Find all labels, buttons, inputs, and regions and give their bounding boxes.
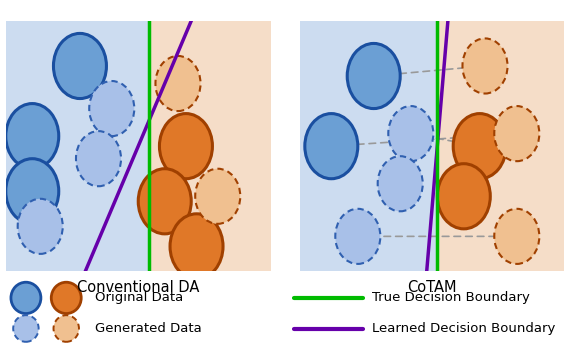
Ellipse shape — [378, 156, 423, 211]
Text: True Decision Boundary: True Decision Boundary — [372, 291, 529, 304]
Ellipse shape — [463, 38, 507, 94]
Ellipse shape — [156, 56, 200, 111]
Text: Learned Decision Boundary: Learned Decision Boundary — [372, 322, 555, 335]
Text: Original Data: Original Data — [95, 291, 183, 304]
Bar — [6, 21, 149, 271]
Ellipse shape — [6, 104, 59, 169]
Ellipse shape — [170, 214, 223, 279]
Ellipse shape — [388, 106, 433, 161]
Text: Generated Data: Generated Data — [95, 322, 202, 335]
Ellipse shape — [138, 169, 191, 234]
Ellipse shape — [335, 209, 380, 264]
Ellipse shape — [347, 44, 400, 109]
Ellipse shape — [494, 209, 539, 264]
Text: Conventional DA: Conventional DA — [77, 280, 199, 295]
Ellipse shape — [54, 33, 107, 98]
Ellipse shape — [18, 199, 63, 254]
Text: CoTAM: CoTAM — [407, 280, 457, 295]
Ellipse shape — [494, 106, 539, 161]
Ellipse shape — [160, 113, 213, 179]
Ellipse shape — [51, 282, 81, 314]
Ellipse shape — [6, 159, 59, 224]
Ellipse shape — [11, 282, 41, 314]
Ellipse shape — [437, 164, 490, 229]
Ellipse shape — [54, 315, 79, 342]
Bar — [149, 21, 271, 271]
Bar — [437, 21, 564, 271]
Ellipse shape — [453, 113, 506, 179]
Ellipse shape — [76, 131, 121, 186]
Ellipse shape — [305, 113, 358, 179]
Ellipse shape — [89, 81, 134, 136]
Ellipse shape — [195, 169, 240, 224]
Ellipse shape — [13, 315, 39, 342]
Bar — [300, 21, 437, 271]
